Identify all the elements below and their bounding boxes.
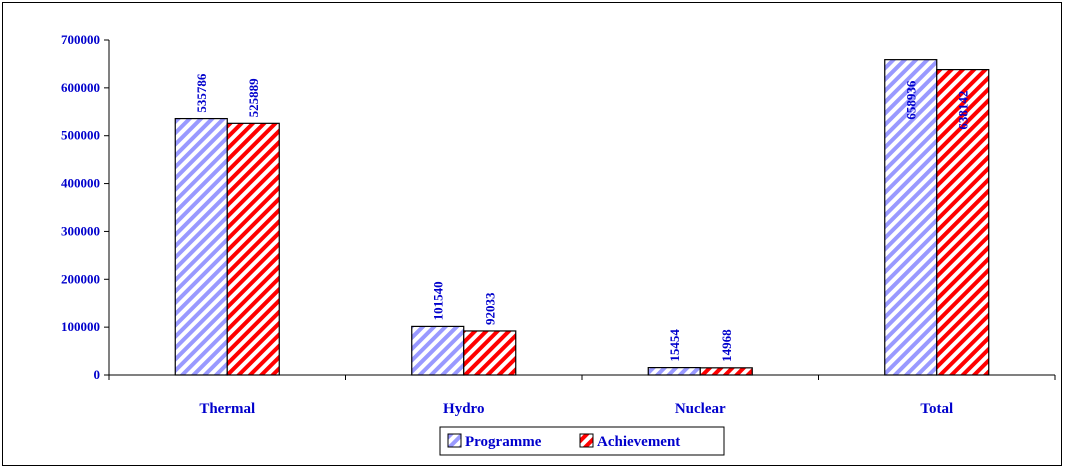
legend-label-programme: Programme <box>465 434 542 450</box>
data-label: 535786 <box>194 73 209 113</box>
bar-programme <box>647 367 701 376</box>
data-label: 14968 <box>719 329 734 362</box>
bars <box>174 59 990 376</box>
x-category-label: Thermal <box>199 401 255 417</box>
y-tick-label: 600000 <box>61 80 100 95</box>
data-labels: 535786 525889 101540 92033 15454 14968 658936 6… <box>194 73 971 362</box>
data-label: 101540 <box>431 281 446 320</box>
y-tick-label: 100000 <box>61 319 100 334</box>
legend-label-achievement: Achievement <box>597 434 680 450</box>
legend-swatch-achievement <box>579 433 594 448</box>
x-category-label: Nuclear <box>675 401 726 417</box>
bar-programme <box>174 117 228 376</box>
y-tick-label: 500000 <box>61 128 100 143</box>
bar-achievement <box>226 122 280 376</box>
data-label: 658936 <box>904 80 919 120</box>
y-tick-label: 400000 <box>61 176 100 191</box>
legend-swatch-programme <box>447 433 462 448</box>
y-tick-label: 200000 <box>61 271 100 286</box>
bar-achievement <box>699 367 753 376</box>
data-label: 638142 <box>956 91 971 130</box>
y-tick-label: 300000 <box>61 223 100 238</box>
bar-achievement <box>463 330 517 376</box>
data-label: 15454 <box>667 329 682 362</box>
x-category-label: Total <box>920 401 953 417</box>
bar-programme <box>884 59 938 376</box>
bar-achievement <box>936 69 990 376</box>
data-label: 92033 <box>483 292 498 325</box>
y-tick-label: 700000 <box>61 32 100 47</box>
y-tick-label: 0 <box>94 367 101 382</box>
legend: Programme Achievement <box>439 426 725 456</box>
bar-programme <box>411 325 465 376</box>
x-category-label: Hydro <box>443 401 484 417</box>
data-label: 525889 <box>246 78 261 118</box>
